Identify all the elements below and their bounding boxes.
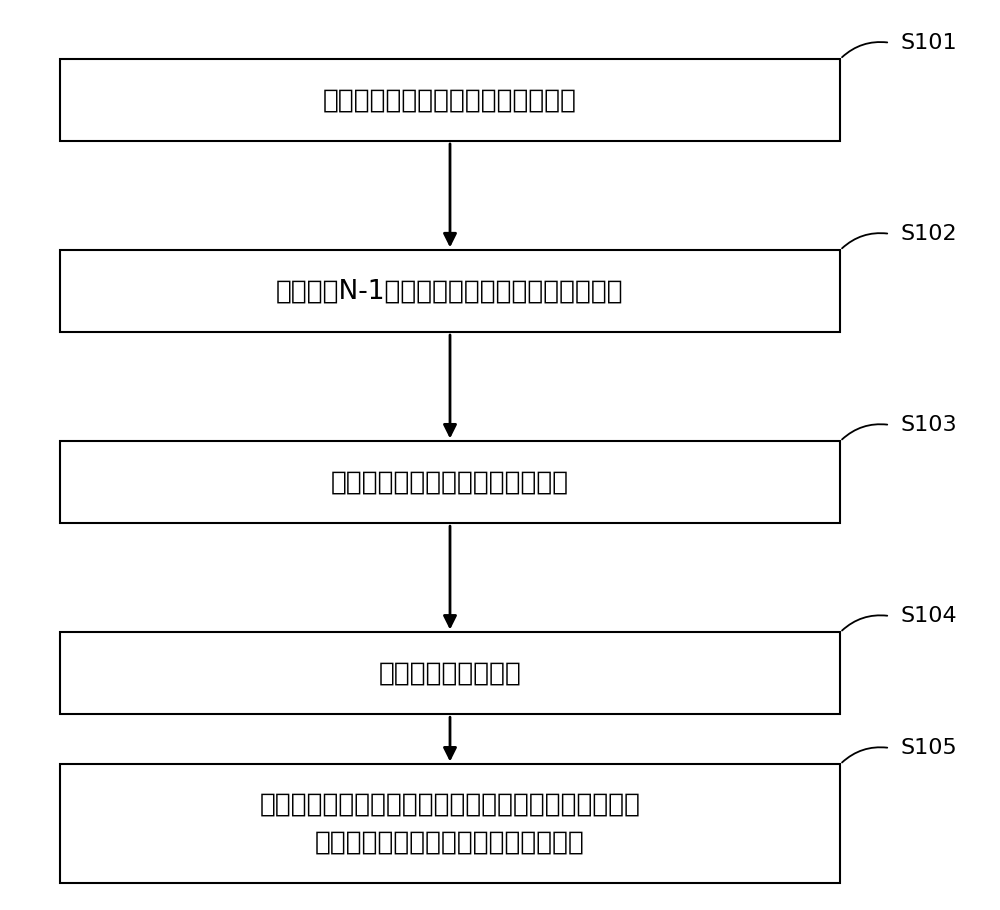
Bar (60, 441, 840, 523)
Bar (60, 250, 840, 332)
Bar (60, 59, 840, 141)
Bar (60, 764, 840, 883)
Text: S104: S104 (900, 606, 957, 626)
Text: 生成基于N-1安全校验的各线路状态相关性矩阵: 生成基于N-1安全校验的各线路状态相关性矩阵 (276, 278, 624, 304)
Text: 统计电网线路总数，并对其依次编号: 统计电网线路总数，并对其依次编号 (323, 87, 577, 113)
Text: S103: S103 (900, 415, 957, 435)
Text: 构建基于相关性矩阵的相关性网络: 构建基于相关性矩阵的相关性网络 (331, 470, 569, 495)
Text: 根据相关性网络中节点编号与实际电网中输电线路编号
的对应关系，获得电力系统的脆弱线路: 根据相关性网络中节点编号与实际电网中输电线路编号 的对应关系，获得电力系统的脆弱… (260, 792, 640, 855)
Bar (60, 632, 840, 714)
Text: S105: S105 (900, 738, 957, 758)
Text: S102: S102 (900, 224, 957, 244)
Text: S101: S101 (900, 33, 957, 53)
Text: 形成关键节点排序表: 形成关键节点排序表 (379, 661, 521, 686)
